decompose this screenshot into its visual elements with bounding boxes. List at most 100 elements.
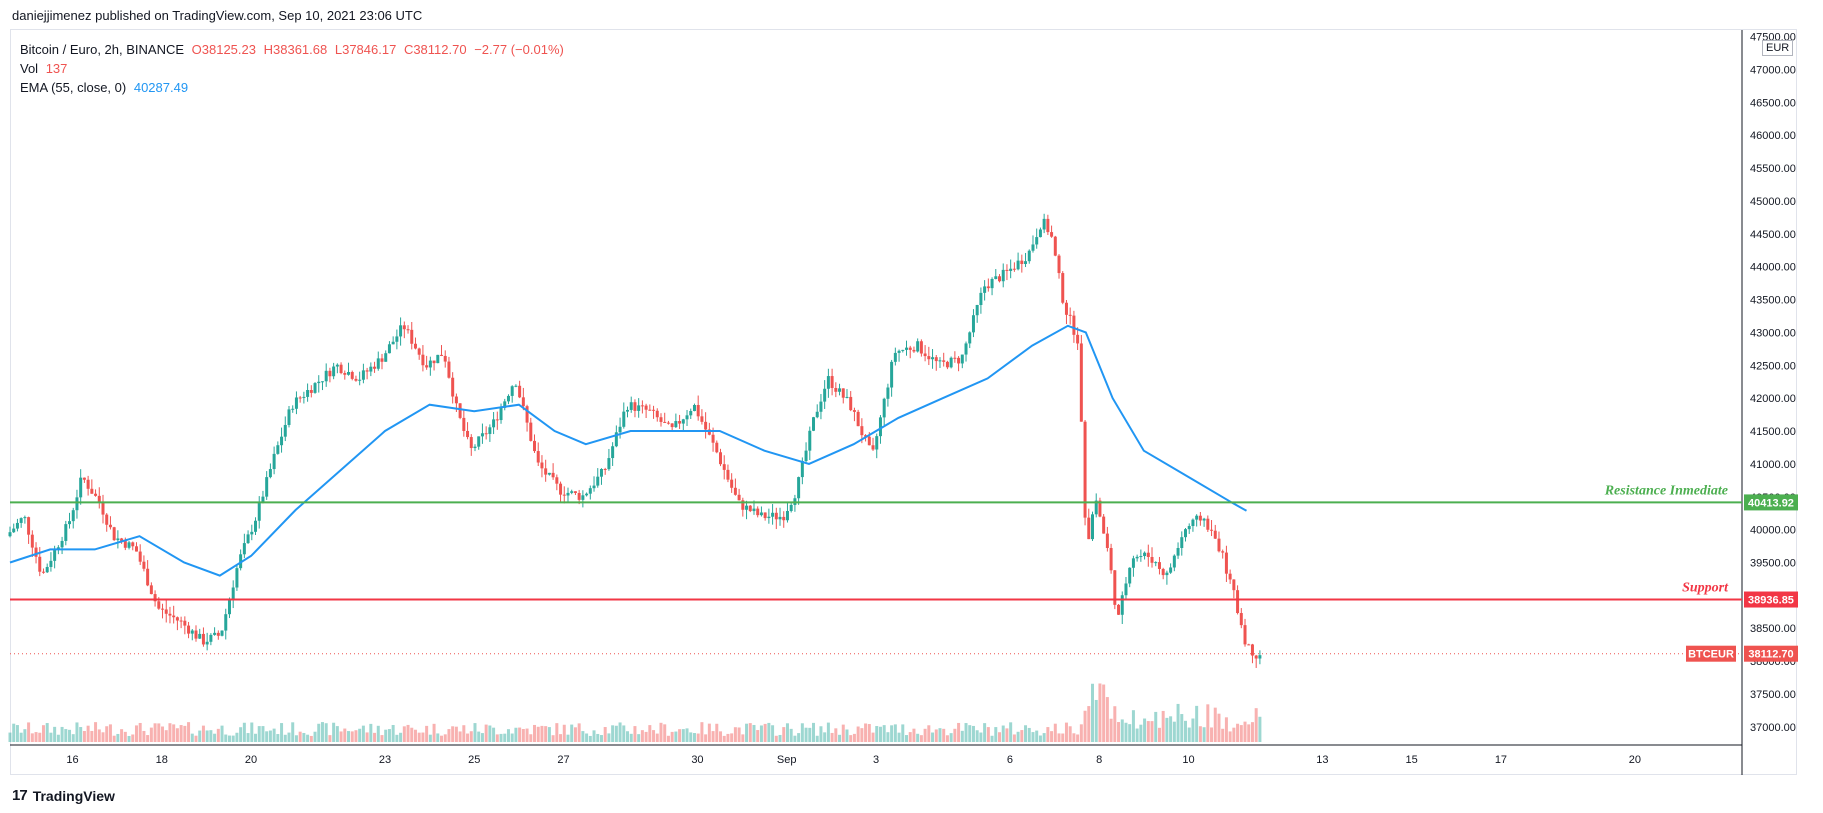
candle (283, 416, 287, 442)
candle-body (689, 411, 693, 416)
candle-body (454, 396, 458, 404)
candle (15, 518, 19, 532)
volume-bar (815, 735, 819, 742)
candle (774, 507, 778, 530)
candle (521, 387, 525, 411)
price-tick-label: 37000.00 (1750, 722, 1796, 734)
candle (1046, 214, 1050, 236)
level-label: Resistance Inmediate (1604, 483, 1728, 498)
candle-body (945, 361, 949, 368)
currency-badge[interactable]: EUR (1762, 40, 1794, 56)
volume-bar (428, 734, 432, 742)
candle-body (447, 361, 451, 378)
time-tick-label: 3 (873, 754, 879, 766)
volume-bar (878, 726, 882, 742)
candle-body (875, 436, 879, 450)
candle-body (1213, 530, 1217, 539)
price-tick-label: 47000.00 (1750, 64, 1796, 76)
candle-body (748, 505, 752, 512)
candle-body (373, 366, 377, 369)
candle (547, 472, 551, 476)
candle (320, 381, 324, 391)
volume-bar (454, 726, 458, 742)
candle (432, 360, 436, 371)
volume-bar (1109, 718, 1113, 742)
candle (1239, 608, 1243, 629)
volume-bar (1239, 725, 1243, 742)
legend-symbol[interactable]: Bitcoin / Euro, 2h, BINANCE (20, 42, 185, 57)
candle (328, 367, 332, 383)
volume-bar (399, 732, 403, 742)
candle (759, 506, 763, 517)
legend-vol-label[interactable]: Vol (20, 61, 39, 76)
volume-bar (64, 729, 68, 742)
candle (957, 356, 961, 372)
volume-bar (15, 725, 19, 742)
volume-bar (1157, 727, 1161, 742)
candle-body (499, 407, 503, 421)
candle-body (328, 370, 332, 377)
candle (1258, 650, 1262, 665)
price-tick-label: 37500.00 (1750, 689, 1796, 701)
volume-bar (1176, 703, 1180, 742)
volume-bar (1117, 722, 1121, 742)
volume-bar (521, 728, 525, 742)
volume-bar (588, 735, 592, 742)
candle (190, 628, 194, 641)
volume-bar (752, 724, 756, 742)
volume-bar (905, 735, 909, 742)
candle (748, 505, 752, 513)
volume-bar (875, 726, 879, 742)
candle (704, 412, 708, 439)
volume-bar (1217, 713, 1221, 742)
candle-body (1165, 572, 1169, 576)
volume-bar (986, 727, 990, 742)
candle (1053, 235, 1057, 257)
volume-bar (134, 725, 138, 742)
volume-bar (108, 724, 112, 742)
volume-bar (722, 735, 726, 742)
candle (1038, 227, 1042, 238)
volume-bar (797, 733, 801, 742)
candle-body (1009, 268, 1013, 271)
candle-body (1079, 343, 1083, 422)
candle-body (391, 341, 395, 345)
price-tick-label: 41000.00 (1750, 459, 1796, 471)
candle-body (53, 549, 57, 561)
volume-bar (339, 731, 343, 742)
volume-bar (75, 722, 79, 742)
volume-bar (1198, 726, 1202, 742)
candle (194, 625, 198, 642)
candle-body (172, 615, 176, 618)
volume-bar (652, 730, 656, 742)
volume-bar (510, 733, 514, 742)
candle (369, 362, 373, 377)
candle-body (1146, 552, 1150, 557)
volume-bar (581, 731, 585, 742)
candle-body (525, 406, 529, 423)
volume-bar (8, 732, 12, 742)
candle-body (838, 388, 842, 392)
candle-body (1228, 573, 1232, 580)
candle-body (224, 614, 228, 631)
candle (908, 345, 912, 359)
candle-body (983, 286, 987, 293)
legend-ema-label[interactable]: EMA (55, close, 0) (20, 80, 127, 95)
candle (242, 533, 246, 559)
candle-body (239, 554, 243, 569)
candle (979, 287, 983, 314)
legend-open: O38125.23 (191, 42, 256, 57)
candle (841, 388, 845, 404)
candle-body (1191, 519, 1195, 527)
candle (306, 383, 310, 402)
candle-body (678, 421, 682, 424)
candle-body (704, 421, 708, 430)
volume-bar (659, 722, 663, 742)
candle (440, 345, 444, 357)
candle-body (849, 396, 853, 411)
candle (235, 565, 239, 591)
candle-body (190, 630, 194, 634)
volume-bar (317, 723, 321, 742)
volume-bar (629, 733, 633, 742)
